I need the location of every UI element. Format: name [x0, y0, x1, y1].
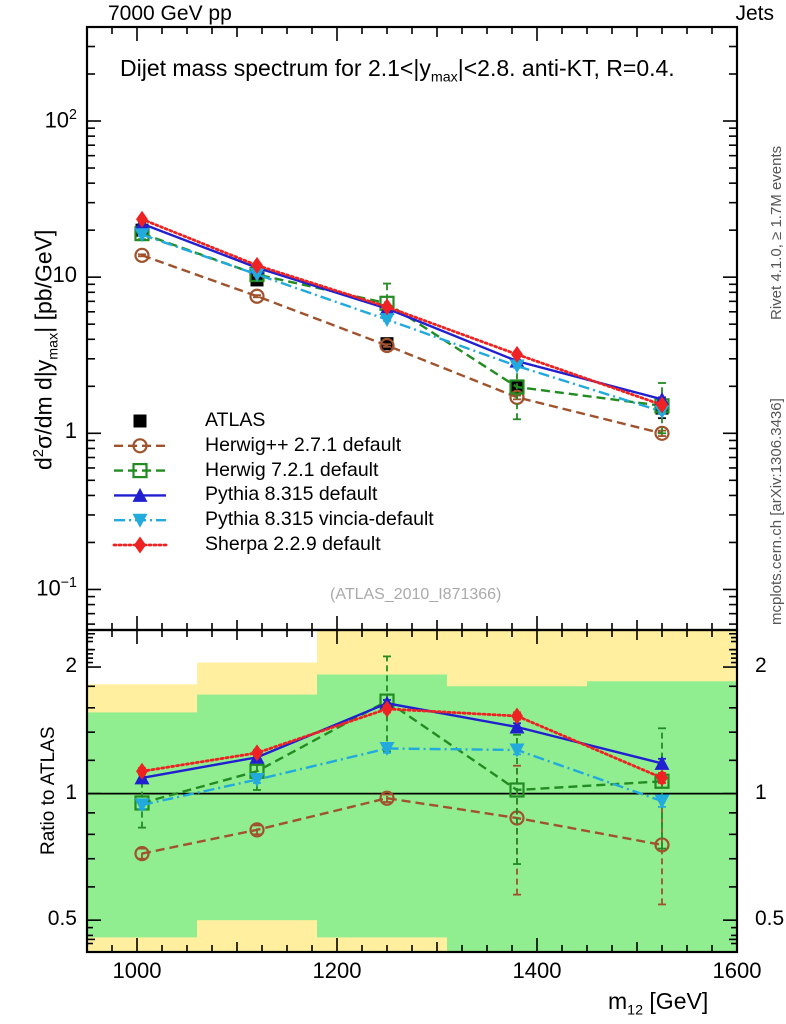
tick-label: 2 [65, 655, 77, 678]
header-right-category: Jets [735, 2, 774, 25]
tick-label-wrap: 1400 [512, 960, 562, 983]
tick-label: 1 [755, 781, 767, 804]
marker-diamond [511, 345, 523, 363]
marker-triangle-down [132, 513, 148, 528]
tick-label: 10−1 [36, 576, 77, 601]
ratio-band-inner [197, 694, 317, 921]
marker-square-filled [133, 414, 147, 428]
marker-diamond [134, 536, 146, 554]
legend-entry[interactable]: Herwig++ 2.7.1 default [205, 433, 535, 461]
marker-triangle-down [654, 794, 670, 809]
marker-triangle-down [134, 798, 150, 813]
marker-circle-open [249, 288, 265, 304]
tick-label: 1200 [312, 960, 362, 983]
tick-label-wrap: 1600 [712, 960, 762, 983]
marker-circle-open [379, 337, 395, 354]
tick-label-wrap: 1200 [312, 960, 362, 983]
tick-label-wrap: 2 [65, 655, 77, 678]
tick-label: 1 [64, 420, 77, 444]
marker-circle-open [132, 438, 148, 454]
marker-triangle-down [249, 773, 265, 788]
legend-label: Herwig++ 2.7.1 default [205, 433, 402, 456]
legend-entry[interactable]: Herwig 7.2.1 default [205, 458, 535, 486]
analysis-watermark: (ATLAS_2010_I871366) [330, 586, 502, 603]
tick-label-wrap: 1 [64, 420, 77, 444]
tick-label-wrap: 1 [65, 781, 77, 804]
legend-label: Herwig 7.2.1 default [205, 458, 379, 481]
header-left-beam: 7000 GeV pp [108, 2, 232, 25]
series-line [140, 217, 664, 407]
tick-label: 10 [52, 264, 77, 288]
tick-label-wrap: 10−1 [36, 576, 77, 601]
marker-square-open [509, 379, 525, 395]
tick-label-wrap: 0.5 [755, 908, 785, 931]
legend-entry[interactable]: Pythia 8.315 vincia-default [205, 507, 535, 535]
tick-label-wrap: 2 [755, 655, 767, 678]
marker-triangle-down [134, 228, 150, 243]
legend-label: Sherpa 2.2.9 default [205, 533, 381, 555]
marker-diamond [381, 298, 393, 316]
marker-triangle-down [249, 268, 265, 283]
tick-label: 1600 [712, 960, 762, 983]
legend-label: Pythia 8.315 vincia-default [205, 508, 434, 531]
marker-diamond [656, 769, 668, 787]
tick-label-wrap: 1 [755, 781, 767, 804]
marker-diamond [381, 700, 393, 718]
series-line [141, 254, 663, 435]
legend-entry[interactable]: Sherpa 2.2.9 default [205, 532, 535, 560]
marker-triangle-down [379, 742, 395, 757]
marker-circle-open [249, 822, 265, 838]
marker-diamond [136, 762, 148, 780]
marker-triangle-up [509, 719, 525, 734]
tick-label: 1000 [112, 960, 162, 983]
tick-label: 102 [44, 108, 77, 133]
marker-circle-open [654, 425, 670, 441]
marker-circle-open [379, 790, 395, 806]
ratio-band-inner [317, 674, 447, 938]
marker-triangle-up [132, 487, 148, 502]
ratio-series-line [141, 796, 663, 855]
marker-circle-open [134, 247, 150, 263]
tick-label: 0.5 [755, 908, 785, 931]
marker-triangle-down [509, 359, 525, 374]
marker-square-open [509, 782, 525, 798]
plot-title: Dijet mass spectrum for 2.1<|ymax|<2.8. … [120, 55, 675, 86]
tick-label-wrap: 0.5 [47, 908, 77, 931]
marker-diamond [251, 256, 263, 274]
marker-square-open [132, 463, 148, 479]
marker-triangle-down [379, 313, 395, 328]
tick-label-wrap: 102 [44, 108, 77, 133]
tick-label: 0.5 [47, 908, 77, 931]
marker-diamond [251, 744, 263, 762]
tick-label: 1400 [512, 960, 562, 983]
tick-label: 2 [755, 655, 767, 678]
tick-label-wrap: 10 [52, 264, 77, 288]
marker-triangle-down [509, 743, 525, 758]
legend-entry[interactable]: ATLAS [205, 408, 535, 436]
legend-label: ATLAS [205, 409, 266, 431]
marker-triangle-up [654, 755, 670, 770]
marker-diamond [656, 396, 668, 414]
legend-entry[interactable]: Pythia 8.315 default [205, 482, 535, 510]
tick-label-wrap: 1000 [112, 960, 162, 983]
ratio-series-line [141, 747, 663, 807]
x-axis-label: m12 [GeV] [608, 988, 709, 1019]
marker-circle-open [134, 845, 150, 862]
tick-label: 1 [65, 781, 77, 804]
marker-diamond [136, 210, 148, 228]
series-line [141, 233, 663, 413]
marker-diamond [511, 707, 523, 725]
legend-label: Pythia 8.315 default [205, 483, 378, 506]
